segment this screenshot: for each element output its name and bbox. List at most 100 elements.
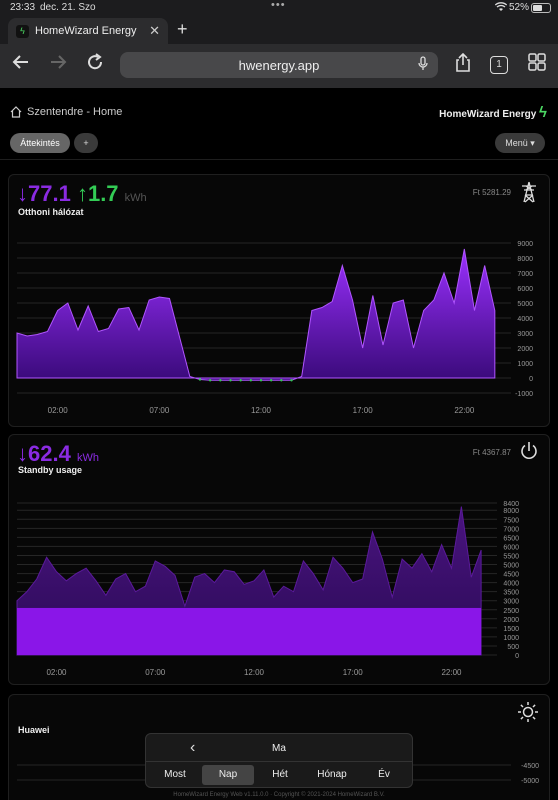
series-area xyxy=(16,248,496,381)
power-icon xyxy=(519,441,539,466)
export-point xyxy=(269,379,273,382)
export-point xyxy=(219,379,222,382)
y-tick-label: 8000 xyxy=(517,256,533,263)
export-point xyxy=(239,379,242,382)
y-tick-label: 2000 xyxy=(517,346,533,353)
x-tick-label: 07:00 xyxy=(145,668,166,677)
y-tick-label: 0 xyxy=(515,653,519,660)
favicon-icon: ϟ xyxy=(16,25,29,38)
location-title[interactable]: Szentendre - Home xyxy=(27,106,123,118)
y-tick-label: 500 xyxy=(507,644,519,651)
back-arrow-icon[interactable] xyxy=(12,53,30,77)
standby-chart[interactable]: 8400800075007000650060005500500045004000… xyxy=(9,435,550,685)
x-tick-label: 17:00 xyxy=(343,668,364,677)
y-tick-label: 4000 xyxy=(517,316,533,323)
home-icon[interactable] xyxy=(10,105,22,118)
y-tick-label: 7500 xyxy=(503,517,519,524)
y-tick-label: 0 xyxy=(529,376,533,383)
y-tick-label: 2000 xyxy=(503,617,519,624)
x-tick-label: 12:00 xyxy=(251,406,272,415)
y-tick-label: 1000 xyxy=(517,361,533,368)
sun-icon xyxy=(517,701,539,728)
x-tick-label: 12:00 xyxy=(244,668,265,677)
brand-logo: HomeWizard Energy ϟ xyxy=(439,104,547,121)
period-tab-het[interactable]: Hét xyxy=(272,769,288,780)
standby-cost: Ft 4367.87 xyxy=(472,448,511,457)
import-value: 77.1 xyxy=(28,181,71,206)
x-tick-label: 02:00 xyxy=(48,406,69,415)
browser-tab[interactable]: ϟ HomeWizard Energy ✕ xyxy=(8,18,168,44)
standby-value: 62.4 xyxy=(28,441,71,466)
tabs-overview-button[interactable]: 1 xyxy=(490,56,508,74)
brand-name: HomeWizard Energy xyxy=(439,109,537,120)
y-tick-label: 4500 xyxy=(503,572,519,579)
period-selector: ‹ Ma Most Nap Hét Hónap Év xyxy=(145,733,413,788)
baseline-band xyxy=(17,607,482,655)
footer-text: HomeWizard Energy Web v1.11.0.0 · Copyri… xyxy=(173,792,385,798)
grid-unit: kWh xyxy=(124,192,147,204)
y-tick-label: -1000 xyxy=(515,391,533,398)
y-tick-label: -4500 xyxy=(521,763,539,770)
status-time: 23:33 xyxy=(10,2,36,13)
period-tab-ev[interactable]: Év xyxy=(378,769,390,780)
period-tab-most[interactable]: Most xyxy=(164,769,186,780)
power-pylon-icon xyxy=(519,181,539,208)
add-button[interactable]: + xyxy=(74,133,98,153)
more-options-icon[interactable] xyxy=(527,52,547,78)
y-tick-label: 7000 xyxy=(517,271,533,278)
period-tab-nap[interactable]: Nap xyxy=(202,765,254,785)
url-text: hwenergy.app xyxy=(238,58,320,73)
y-tick-label: 1000 xyxy=(503,635,519,642)
battery-icon xyxy=(531,3,551,13)
grid-label: Otthoni hálózat xyxy=(18,207,84,217)
grid-card[interactable]: ↓77.1 ↑1.7 kWh Otthoni hálózat Ft 5281.2… xyxy=(8,174,550,427)
export-point xyxy=(280,379,283,382)
bolt-icon: ϟ xyxy=(539,104,547,121)
reload-icon[interactable] xyxy=(86,53,104,77)
wifi-icon xyxy=(494,2,508,15)
status-date: dec. 21. Szo xyxy=(40,2,96,13)
y-tick-label: 3500 xyxy=(503,590,519,597)
share-icon[interactable] xyxy=(454,52,472,79)
multitask-dots-icon[interactable]: ••• xyxy=(271,0,286,11)
grid-chart[interactable]: 9000 8000 7000 6000 5000 4000 3000 2000 1000 0 -10… xyxy=(9,175,550,427)
chevron-left-icon[interactable]: ‹ xyxy=(190,739,196,756)
standby-arrow-icon: ↓ xyxy=(17,441,28,466)
y-tick-label: 1500 xyxy=(503,626,519,633)
menu-button[interactable]: Menü ▾ xyxy=(495,133,545,153)
x-tick-label: 22:00 xyxy=(454,406,475,415)
address-bar: hwenergy.app 1 xyxy=(0,44,558,88)
y-tick-label: 5000 xyxy=(503,563,519,570)
x-tick-label: 22:00 xyxy=(441,668,462,677)
grid-reading: ↓77.1 ↑1.7 kWh xyxy=(17,181,147,207)
url-field[interactable]: hwenergy.app xyxy=(120,52,438,78)
import-arrow-icon: ↓ xyxy=(17,181,28,206)
export-point xyxy=(290,379,293,382)
export-point xyxy=(208,379,212,382)
status-bar: 23:33 dec. 21. Szo ••• 52% xyxy=(0,0,558,16)
y-tick-label: 2500 xyxy=(503,608,519,615)
y-tick-label: 7000 xyxy=(503,526,519,533)
close-tab-icon[interactable]: ✕ xyxy=(149,23,160,38)
forward-arrow-icon[interactable] xyxy=(49,53,67,77)
microphone-icon[interactable] xyxy=(418,56,428,75)
y-tick-label: 6000 xyxy=(517,286,533,293)
export-arrow-icon: ↑ xyxy=(76,181,88,206)
period-current: Ma xyxy=(272,743,286,754)
y-tick-label: 8000 xyxy=(503,508,519,515)
x-tick-label: 17:00 xyxy=(353,406,374,415)
overview-button[interactable]: Áttekintés xyxy=(10,133,70,153)
y-tick-label: 6000 xyxy=(503,544,519,551)
tab-strip: ϟ HomeWizard Energy ✕ + xyxy=(0,16,558,44)
export-point xyxy=(259,379,263,382)
standby-card[interactable]: ↓62.4 kWh Standby usage Ft 4367.87 8400 8… xyxy=(8,434,550,685)
app-header: Szentendre - Home HomeWizard Energy ϟ Át… xyxy=(0,88,558,160)
y-tick-label: 5000 xyxy=(517,301,533,308)
standby-unit: kWh xyxy=(76,452,99,464)
period-tab-honap[interactable]: Hónap xyxy=(317,769,347,780)
new-tab-button[interactable]: + xyxy=(177,19,188,39)
standby-reading: ↓62.4 kWh xyxy=(17,441,99,467)
y-tick-label: 9000 xyxy=(517,241,533,248)
y-tick-label: 3000 xyxy=(517,331,533,338)
y-tick-label: 6500 xyxy=(503,535,519,542)
